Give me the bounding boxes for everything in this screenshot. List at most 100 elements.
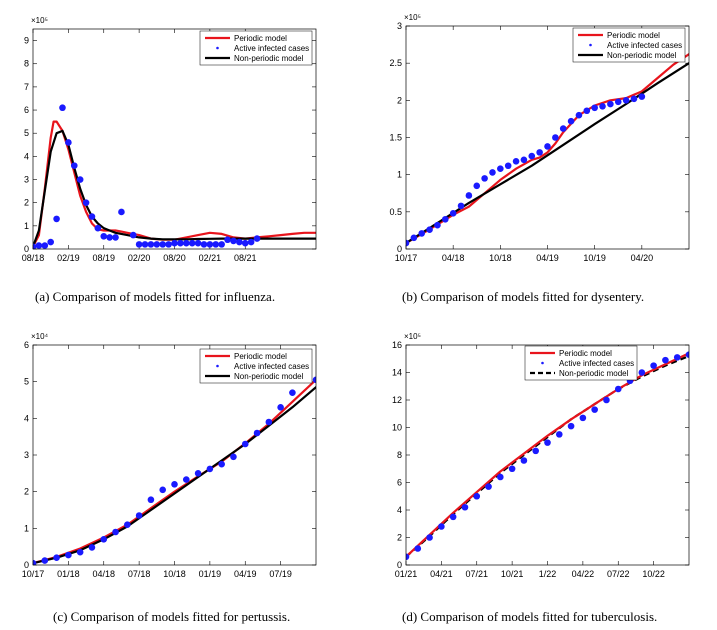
data-point-active-cases [559, 125, 567, 132]
y-tick-label: 0 [397, 244, 402, 254]
data-point-active-cases [591, 406, 598, 413]
x-tick-label: 02/21 [199, 253, 222, 263]
x-tick-label: 01/18 [57, 569, 80, 579]
data-point-active-cases [638, 93, 646, 100]
data-point-active-cases [82, 199, 90, 206]
y-tick-label: 12 [392, 395, 402, 405]
y-tick-label: 0 [397, 560, 402, 570]
x-tick-label: 10/18 [489, 253, 512, 263]
data-point-active-cases [135, 241, 143, 248]
series-line-nonperiodic [33, 129, 316, 248]
data-point-active-cases [512, 157, 520, 165]
data-point-active-cases [253, 235, 261, 242]
x-tick-label: 07/18 [128, 569, 151, 579]
x-tick-label: 10/22 [642, 569, 665, 579]
data-point-active-cases [485, 483, 492, 490]
legend-label-active: Active infected cases [234, 44, 309, 53]
x-tick-label: 10/17 [22, 569, 45, 579]
data-point-active-cases [70, 162, 78, 169]
x-tick-label: 04/18 [92, 569, 115, 579]
data-point-active-cases [194, 470, 202, 477]
y-tick-label: 0 [24, 244, 29, 254]
data-point-active-cases [528, 152, 536, 160]
x-tick-label: 01/19 [199, 569, 222, 579]
y-tick-label: 6 [24, 105, 29, 115]
data-point-active-cases [555, 431, 563, 438]
data-point-active-cases [236, 238, 243, 246]
x-tick-label: 08/19 [92, 253, 115, 263]
data-point-active-cases [188, 239, 196, 247]
data-point-active-cases [112, 528, 119, 536]
legend-swatch-active [216, 364, 219, 368]
plot-frame [32, 28, 317, 250]
x-tick-label: 04/20 [631, 253, 654, 263]
data-point-active-cases [497, 473, 504, 481]
x-tick-label: 04/22 [572, 569, 595, 579]
x-tick-label: 10/17 [395, 253, 418, 263]
y-tick-label: 5 [24, 377, 29, 387]
panel-d-tuberculosis: 0 2 4 6 8 10 12 14 16 01/21 04/21 07/21 10/21 1/22 04/… [392, 332, 690, 624]
legend-label-periodic: Periodic model [234, 352, 287, 361]
y-tick-label: 6 [24, 340, 29, 350]
panel-c-pertussis: 0 1 2 3 4 5 6 10/17 01/18 04/18 07/18 10/18 01/19 04/… [22, 332, 317, 624]
x-tick-label: 07/21 [465, 569, 488, 579]
x-tick-label: 08/18 [22, 253, 45, 263]
data-point-active-cases [59, 104, 66, 112]
legend-label-periodic: Periodic model [559, 349, 612, 358]
x-tick-label: 04/19 [536, 253, 559, 263]
data-point-active-cases [442, 215, 449, 223]
data-point-active-cases [41, 242, 49, 249]
y-tick-label: 2 [24, 198, 29, 208]
data-point-active-cases [638, 369, 646, 376]
legend-label-nonperiodic: Non-periodic model [559, 369, 629, 378]
x-tick-label: 07/19 [269, 569, 292, 579]
data-point-active-cases [426, 534, 433, 541]
legend-swatch-active [216, 46, 219, 50]
data-point-active-cases [200, 241, 208, 248]
panel-caption: (d) Comparison of models fitted for tube… [402, 609, 657, 624]
y-tick-label: 16 [392, 340, 402, 350]
data-point-active-cases [165, 241, 172, 248]
data-point-active-cases [579, 414, 587, 422]
data-point-active-cases [100, 232, 108, 240]
data-point-active-cases [277, 404, 284, 411]
data-point-active-cases [410, 234, 418, 242]
legend-label-periodic: Periodic model [607, 31, 660, 40]
data-point-active-cases [218, 241, 225, 248]
data-point-active-cases [504, 162, 512, 170]
y-tick-label: 4 [24, 413, 29, 423]
data-point-active-cases [461, 503, 469, 511]
data-point-active-cases [194, 239, 202, 247]
panel-caption: (c) Comparison of models fitted for pert… [53, 609, 290, 624]
data-point-active-cases [457, 202, 465, 210]
legend-swatch-active [589, 43, 592, 47]
data-point-active-cases [124, 521, 131, 528]
y-axis-exponent: ×10⁵ [404, 332, 421, 341]
data-point-active-cases [182, 476, 190, 483]
x-tick-label: 10/19 [583, 253, 606, 263]
data-point-active-cases [247, 238, 255, 246]
data-point-active-cases [88, 213, 96, 220]
data-point-active-cases [47, 238, 54, 246]
data-point-active-cases [224, 236, 231, 244]
x-tick-label: 10/21 [501, 569, 524, 579]
y-tick-label: 6 [397, 478, 402, 488]
x-tick-label: 04/18 [442, 253, 465, 263]
data-point-active-cases [630, 95, 638, 103]
panel-caption: (b) Comparison of models fitted for dyse… [402, 289, 644, 304]
data-point-active-cases [449, 513, 457, 521]
y-tick-label: 2 [397, 533, 402, 543]
y-axis-exponent: ×10⁵ [31, 16, 48, 25]
data-point-active-cases [465, 192, 473, 199]
data-point-active-cases [406, 239, 410, 247]
data-point-active-cases [438, 523, 445, 530]
data-point-active-cases [532, 447, 540, 455]
legend-label-active: Active infected cases [559, 359, 634, 368]
y-tick-label: 5 [24, 128, 29, 138]
data-point-active-cases [88, 544, 96, 551]
y-tick-label: 9 [24, 36, 29, 46]
data-point-active-cases [520, 156, 528, 164]
